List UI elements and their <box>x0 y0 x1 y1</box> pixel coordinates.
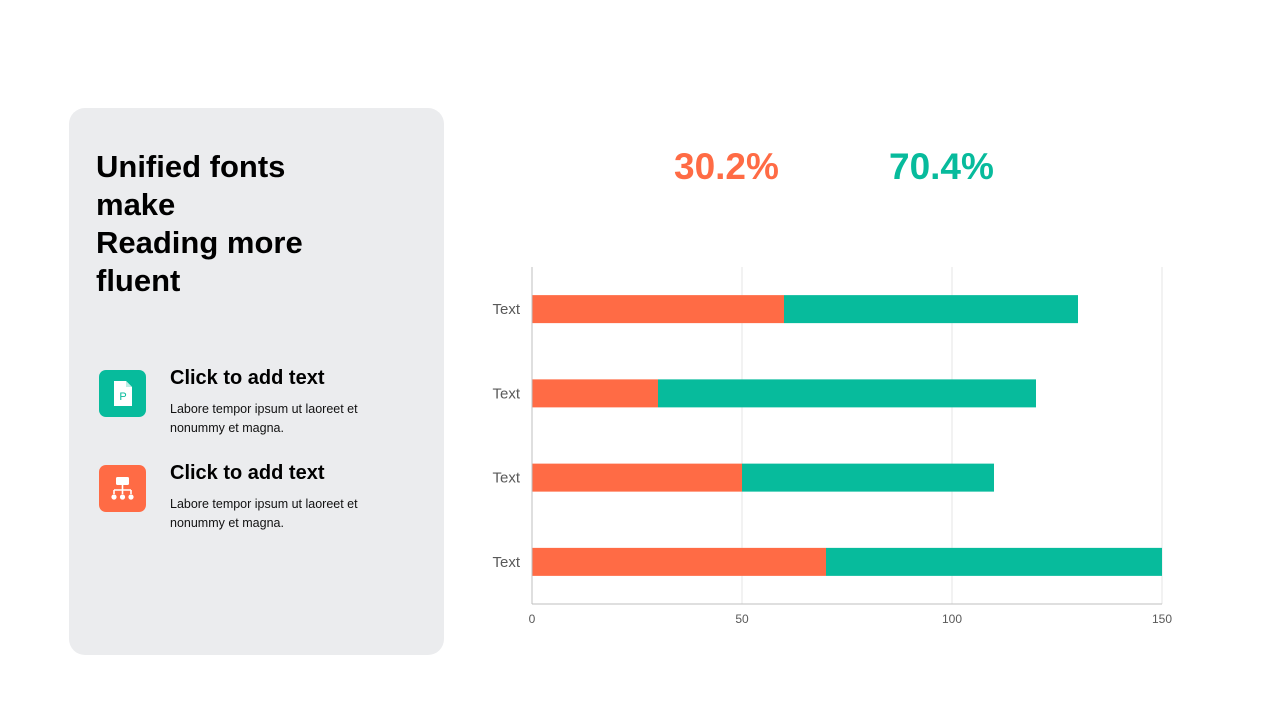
category-label: Text <box>492 554 520 571</box>
bar-segment-green <box>742 463 994 492</box>
bar-segment-green <box>658 379 1036 408</box>
x-tick-label: 50 <box>735 612 749 626</box>
x-tick-label: 0 <box>529 612 536 626</box>
x-tick-label: 150 <box>1152 612 1172 626</box>
page-title: Unified fonts make Reading more fluent <box>96 149 303 298</box>
category-label: Text <box>492 470 520 487</box>
feature-title[interactable]: Click to add text <box>170 367 325 389</box>
document-p-icon: P <box>99 370 146 417</box>
bar-segment-orange <box>532 379 658 408</box>
org-chart-icon <box>99 465 146 512</box>
category-label: Text <box>492 385 520 402</box>
stacked-bar-chart: Text Text Text Text 0 50 100 150 <box>492 267 1172 626</box>
stat-green: 70.4% <box>889 146 994 187</box>
bar-segment-green <box>826 547 1162 576</box>
stat-orange: 30.2% <box>674 146 779 187</box>
bar-segment-orange <box>532 547 826 576</box>
bar-segment-orange <box>532 295 784 324</box>
svg-text:P: P <box>119 391 126 403</box>
feature-title[interactable]: Click to add text <box>170 462 325 484</box>
x-tick-label: 100 <box>942 612 962 626</box>
category-label: Text <box>492 301 520 318</box>
feature-description[interactable]: Labore tempor ipsum ut laoreet et nonumm… <box>170 402 358 435</box>
bar-segment-orange <box>532 463 742 492</box>
bar-segment-green <box>784 295 1078 324</box>
feature-description[interactable]: Labore tempor ipsum ut laoreet et nonumm… <box>170 497 358 530</box>
